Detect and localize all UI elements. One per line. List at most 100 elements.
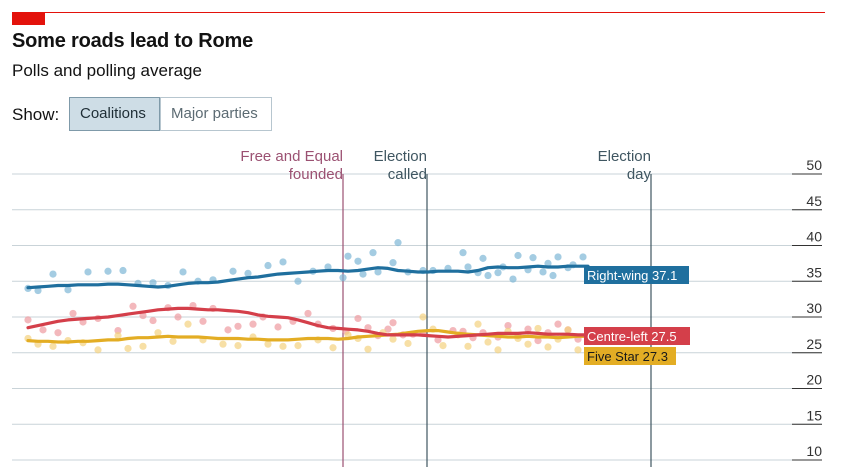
poll-dot-five-star-32: [474, 320, 482, 328]
poll-dot-centre-left-13: [199, 317, 207, 325]
event-label-2-1: day: [627, 166, 652, 183]
end-labels: Right-wing 37.1 Centre-left 27.5 Five Star…: [584, 266, 690, 365]
poll-dot-centre-left-15: [224, 326, 232, 334]
top-rule: [12, 12, 825, 13]
poll-dot-right-wing-8: [149, 279, 157, 287]
chart-title: Some roads lead to Rome: [12, 30, 254, 52]
poll-dot-right-wing-4: [84, 268, 92, 276]
poll-dot-centre-left-11: [174, 313, 182, 321]
poll-dot-right-wing-49: [579, 253, 587, 261]
poll-dot-right-wing-39: [509, 275, 517, 283]
poll-dot-right-wing-33: [464, 263, 472, 271]
poll-dot-five-star-9: [154, 329, 162, 337]
poll-dot-five-star-29: [439, 342, 447, 350]
y-tick-label-15: 15: [806, 407, 822, 423]
poll-dot-five-star-31: [464, 342, 472, 350]
event-label-0-0: Free and Equal: [240, 148, 343, 165]
average-line-right-wing: [26, 264, 590, 290]
poll-dot-centre-left-2: [54, 329, 62, 337]
poll-dot-centre-left-16: [234, 322, 242, 330]
poll-dot-right-wing-23: [359, 270, 367, 278]
chart-subtitle: Polls and polling average: [12, 61, 202, 80]
poll-dot-right-wing-45: [549, 271, 557, 280]
average-line-centre-left: [26, 306, 590, 339]
poll-dot-right-wing-25: [374, 268, 382, 276]
poll-dot-five-star-2: [49, 342, 57, 350]
poll-dot-right-wing-17: [294, 277, 302, 285]
poll-dot-centre-left-21: [304, 309, 312, 318]
poll-dot-five-star-13: [219, 340, 227, 348]
event-label-2-0: Election: [598, 148, 651, 165]
poll-dot-centre-left-19: [274, 323, 282, 331]
poll-dot-centre-left-6: [114, 326, 122, 335]
poll-dot-right-wing-5: [104, 267, 112, 275]
poll-dot-five-star-33: [484, 338, 492, 346]
poll-dot-right-wing-42: [529, 254, 537, 262]
poll-dot-five-star-41: [564, 326, 572, 334]
poll-dot-centre-left-39: [504, 321, 512, 330]
poll-dot-right-wing-32: [459, 249, 467, 257]
gridlines: [12, 173, 822, 461]
polls-chart: Free and EqualfoundedElectioncalledElect…: [12, 148, 822, 467]
poll-dot-centre-left-41: [524, 325, 532, 333]
poll-dot-right-wing-13: [229, 267, 237, 275]
poll-dot-centre-left-29: [389, 319, 397, 327]
end-label-box-five-star: [584, 347, 676, 365]
poll-dot-right-wing-20: [339, 274, 347, 282]
poll-dot-five-star-8: [139, 342, 147, 350]
major-parties-toggle-button[interactable]: Major parties: [160, 97, 272, 131]
show-label: Show:: [12, 105, 60, 124]
poll-dot-centre-left-17: [249, 320, 257, 328]
average-lines: [26, 264, 590, 344]
poll-dot-right-wing-37: [494, 269, 502, 277]
poll-dot-five-star-39: [544, 343, 552, 351]
poll-dot-five-star-34: [494, 346, 502, 354]
y-tick-label-35: 35: [806, 264, 822, 280]
poll-dot-centre-left-25: [354, 314, 362, 323]
poll-dot-centre-left-3: [69, 309, 77, 318]
poll-dot-five-star-7: [124, 344, 132, 353]
poll-dot-five-star-18: [294, 342, 302, 350]
poll-dot-five-star-5: [94, 346, 102, 354]
poll-dot-five-star-25: [389, 335, 397, 343]
poll-dot-centre-left-33: [434, 336, 442, 344]
poll-dot-right-wing-16: [279, 258, 287, 266]
y-tick-label-45: 45: [806, 193, 822, 209]
y-tick-label-50: 50: [806, 157, 822, 173]
coalitions-toggle-button[interactable]: Coalitions: [69, 97, 160, 131]
poll-dot-right-wing-2: [49, 270, 57, 278]
poll-dot-five-star-16: [264, 340, 272, 348]
poll-dot-five-star-37: [524, 340, 532, 348]
y-tick-label-20: 20: [806, 372, 822, 388]
poll-dot-right-wing-6: [119, 266, 127, 275]
end-label-five-star: Five Star 27.3: [587, 349, 668, 364]
poll-dot-right-wing-14: [244, 269, 252, 277]
end-label-box-centre-left: [584, 327, 690, 345]
poll-dot-five-star-6: [114, 331, 122, 340]
poll-dot-centre-left-44: [554, 320, 562, 328]
y-tick-label-40: 40: [806, 229, 822, 245]
poll-dot-right-wing-21: [344, 252, 352, 260]
poll-dot-right-wing-10: [179, 268, 187, 276]
y-tick-label-25: 25: [806, 336, 822, 352]
poll-dot-centre-left-9: [149, 316, 157, 325]
poll-dot-five-star-42: [574, 346, 582, 354]
event-label-1-1: called: [388, 166, 427, 183]
poll-dot-five-star-10: [169, 337, 177, 345]
poll-dot-five-star-38: [534, 324, 542, 333]
poll-dot-centre-left-42: [534, 336, 542, 345]
poll-dot-right-wing-44: [544, 259, 552, 267]
poll-dot-centre-left-0: [24, 316, 32, 324]
end-label-box-right-wing: [584, 266, 689, 284]
poll-dot-right-wing-40: [514, 251, 522, 260]
poll-dot-right-wing-27: [394, 239, 402, 247]
poll-dot-right-wing-46: [554, 253, 562, 261]
y-tick-label-10: 10: [806, 443, 822, 459]
poll-dot-five-star-27: [419, 313, 427, 321]
poll-dot-right-wing-1: [34, 286, 42, 295]
poll-dot-right-wing-43: [539, 268, 547, 276]
poll-dot-right-wing-26: [389, 259, 397, 267]
poll-dot-five-star-14: [234, 342, 242, 350]
poll-dot-five-star-20: [329, 344, 337, 352]
poll-dot-centre-left-28: [384, 325, 392, 333]
